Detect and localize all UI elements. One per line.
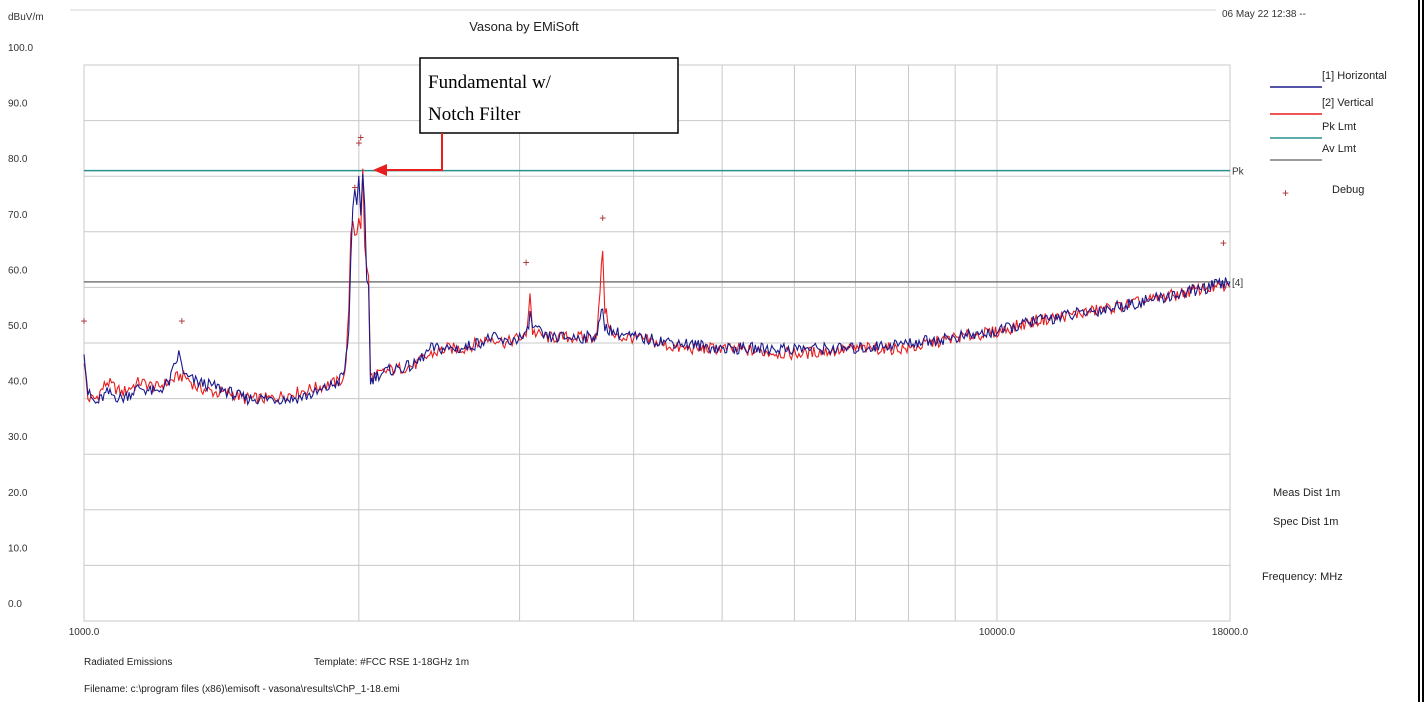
- y-tick-label: 20.0: [8, 488, 28, 499]
- debug-marker: +: [351, 180, 358, 194]
- annotation-box: [419, 57, 679, 134]
- y-tick-label: 80.0: [8, 154, 28, 165]
- legend-entry: Pk Lmt: [1322, 121, 1356, 133]
- y-tick-label: 10.0: [8, 543, 28, 554]
- chart-title: Vasona by EMiSoft: [469, 19, 579, 34]
- annotation-arrowhead: [373, 164, 387, 176]
- legend-entry: [1] Horizontal: [1322, 70, 1387, 82]
- y-tick-labels: 0.0 10.0 20.0 30.0 40.0 50.0 60.0 70.0 80.0 90.0 1…: [8, 43, 33, 610]
- footer-test-type: Radiated Emissions: [84, 657, 172, 668]
- y-tick-label: 40.0: [8, 377, 28, 388]
- y-tick-label: 0.0: [8, 599, 22, 610]
- y-tick-label: 30.0: [8, 432, 28, 443]
- x-tick-label: 10000.0: [979, 627, 1016, 638]
- debug-marker: +: [523, 255, 530, 269]
- y-axis-label: dBuV/m: [8, 12, 44, 23]
- debug-marker: +: [1220, 236, 1227, 250]
- limit-lines: Pk [4]: [84, 167, 1245, 289]
- y-tick-label: 100.0: [8, 43, 33, 54]
- frequency-unit-note: Frequency: MHz: [1262, 571, 1343, 583]
- legend: [1] Horizontal [2] Vertical Pk Lmt Av Lmt + D…: [1270, 70, 1387, 200]
- footer-filename: Filename: c:\program files (x86)\emisoft…: [84, 684, 400, 695]
- y-tick-label: 50.0: [8, 321, 28, 332]
- y-tick-label: 90.0: [8, 99, 28, 110]
- limit-end-label: [4]: [1232, 278, 1243, 289]
- timestamp: 06 May 22 12:38 --: [1222, 9, 1306, 20]
- legend-marker: +: [1282, 186, 1289, 200]
- footer-template: Template: #FCC RSE 1-18GHz 1m: [314, 657, 469, 668]
- x-tick-labels: 1000.0 10000.0 18000.0: [69, 627, 1249, 638]
- limit-end-label: Pk: [1232, 167, 1245, 178]
- y-tick-label: 60.0: [8, 265, 28, 276]
- page-frame-border: [1418, 0, 1424, 702]
- legend-entry: Debug: [1332, 184, 1364, 196]
- debug-marker: +: [599, 211, 606, 225]
- data-series: [83, 168, 1231, 407]
- x-tick-label: 18000.0: [1212, 627, 1249, 638]
- meas-dist-note: Meas Dist 1m: [1273, 487, 1340, 499]
- spec-dist-note: Spec Dist 1m: [1273, 516, 1338, 528]
- annotation-line-1: Fundamental w/: [428, 72, 552, 93]
- debug-marker: +: [178, 314, 185, 328]
- debug-markers: + +++++++: [80, 130, 1226, 327]
- legend-entry: Av Lmt: [1322, 143, 1356, 155]
- y-tick-label: 70.0: [8, 210, 28, 221]
- debug-marker: +: [80, 314, 87, 328]
- annotation-arrow: [385, 133, 443, 171]
- x-tick-label: 1000.0: [69, 627, 100, 638]
- series-line: [83, 168, 1231, 405]
- annotation-line-2: Notch Filter: [428, 104, 521, 125]
- legend-entry: [2] Vertical: [1322, 97, 1373, 109]
- debug-marker: +: [357, 130, 364, 144]
- annotation-callout: Fundamental w/ Notch Filter: [373, 57, 679, 176]
- debug-marker: +: [355, 136, 362, 150]
- series-line: [83, 173, 1231, 407]
